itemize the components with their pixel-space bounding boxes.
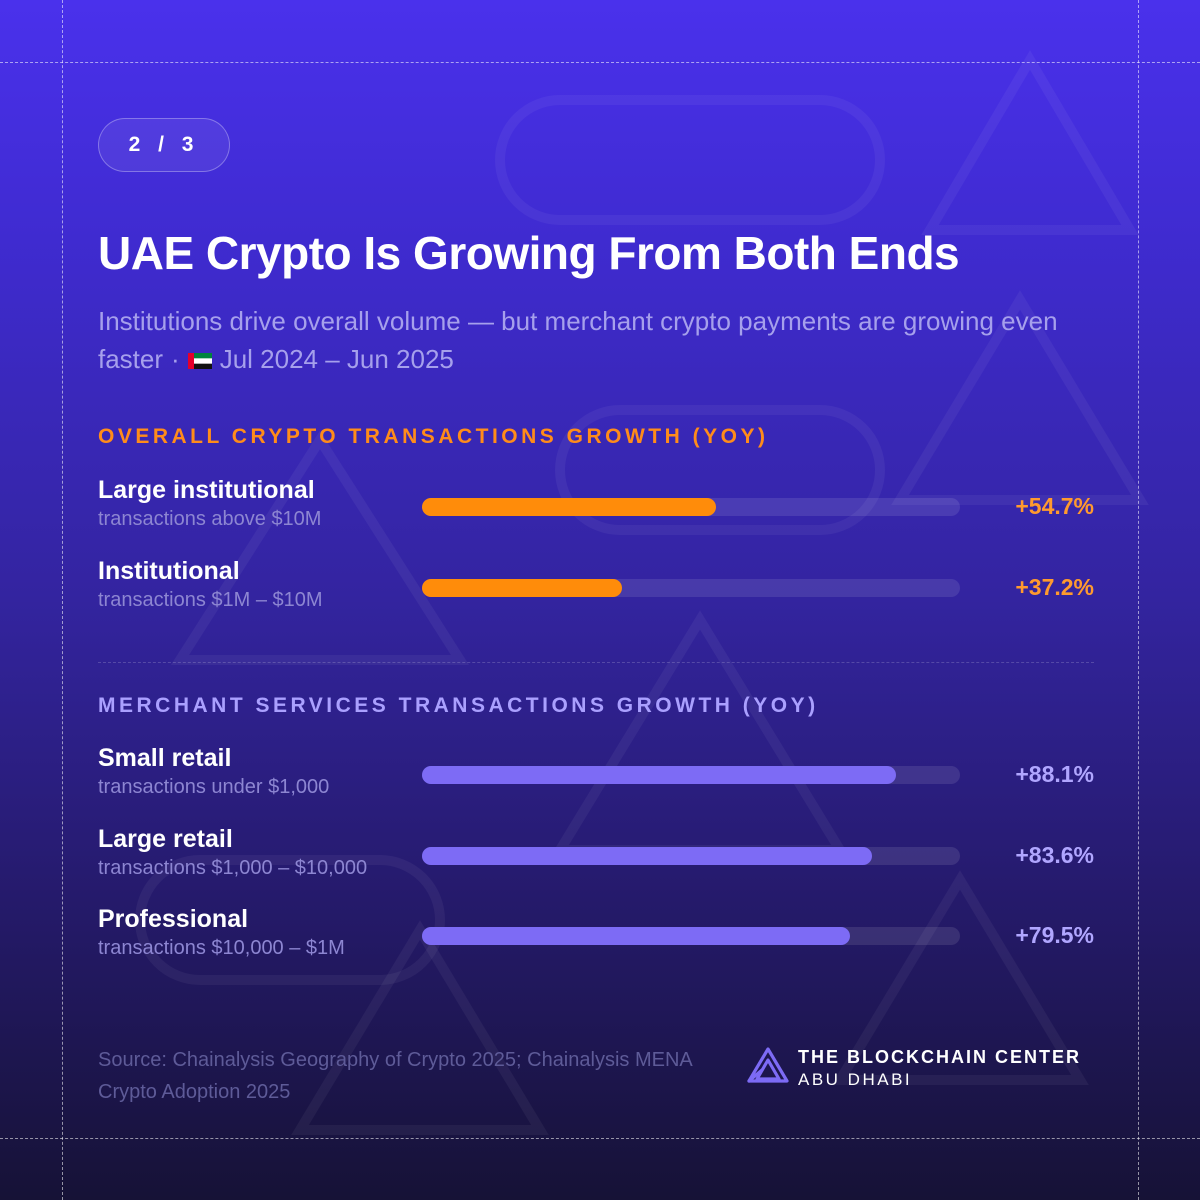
uae-flag-icon: [187, 353, 212, 369]
bar-track: [422, 579, 960, 597]
bar-fill: [422, 498, 717, 516]
bar-fill: [422, 847, 872, 865]
source-note: Source: Chainalysis Geography of Crypto …: [98, 1049, 692, 1103]
bar-sublabel: transactions $10,000 – $1M: [98, 937, 345, 959]
bar-label: Professional: [98, 905, 249, 933]
guide-line-bottom: [0, 1138, 1200, 1139]
bar-sublabel: transactions above $10M: [98, 508, 322, 530]
bar-track: [422, 847, 960, 865]
guide-line-top: [0, 62, 1200, 63]
bar-fill: [422, 927, 850, 945]
page-subtitle: Institutions drive overall volume — but …: [98, 302, 1058, 378]
bar-sublabel: transactions $1,000 – $10,000: [98, 857, 368, 879]
guide-line-left: [62, 0, 63, 1200]
bar-row-professional: Professional transactions $10,000 – $1M …: [98, 905, 1094, 975]
section-divider: [98, 662, 1094, 663]
bar-row-institutional: Institutional transactions $1M – $10M +3…: [98, 557, 1094, 627]
bar-fill: [422, 766, 896, 784]
bar-value: +79.5%: [1015, 922, 1094, 948]
bar-label: Small retail: [98, 744, 232, 772]
bar-track: [422, 498, 960, 516]
brand-logo: THE BLOCKCHAIN CENTER ABU DHABI: [746, 1044, 1094, 1094]
brand-name-line2: ABU DHABI: [798, 1070, 913, 1089]
bar-row-large-retail: Large retail transactions $1,000 – $10,0…: [98, 825, 1094, 895]
section-heading-merchant: MERCHANT SERVICES TRANSACTIONS GROWTH (Y…: [98, 694, 819, 717]
page-title: UAE Crypto Is Growing From Both Ends: [98, 227, 960, 279]
bar-value: +83.6%: [1015, 842, 1094, 868]
blockchain-center-logo-icon: [747, 1047, 789, 1083]
subtitle-period: Jul 2024 – Jun 2025: [219, 344, 454, 374]
section-heading-overall: OVERALL CRYPTO TRANSACTIONS GROWTH (YOY): [98, 425, 769, 448]
subtitle-text: Institutions drive overall volume — but …: [98, 306, 1058, 374]
bar-track: [422, 927, 960, 945]
guide-line-right: [1138, 0, 1139, 1200]
bar-fill: [422, 579, 623, 597]
bar-sublabel: transactions $1M – $10M: [98, 589, 323, 611]
subtitle-separator: ·: [171, 344, 180, 374]
bar-label: Large retail: [98, 825, 233, 853]
bar-label: Institutional: [98, 557, 240, 585]
page-indicator: 2 / 3: [98, 118, 230, 172]
bar-value: +88.1%: [1015, 761, 1094, 787]
brand-name-line1: THE BLOCKCHAIN CENTER: [798, 1047, 1081, 1067]
bar-value: +54.7%: [1015, 493, 1094, 519]
content-area: 2 / 3 UAE Crypto Is Growing From Both En…: [98, 0, 1094, 1200]
bar-track: [422, 766, 960, 784]
bar-value: +37.2%: [1015, 574, 1094, 600]
bar-row-small-retail: Small retail transactions under $1,000 +…: [98, 744, 1094, 814]
bar-row-large-institutional: Large institutional transactions above $…: [98, 476, 1094, 546]
bar-sublabel: transactions under $1,000: [98, 776, 330, 798]
bar-label: Large institutional: [98, 476, 315, 504]
